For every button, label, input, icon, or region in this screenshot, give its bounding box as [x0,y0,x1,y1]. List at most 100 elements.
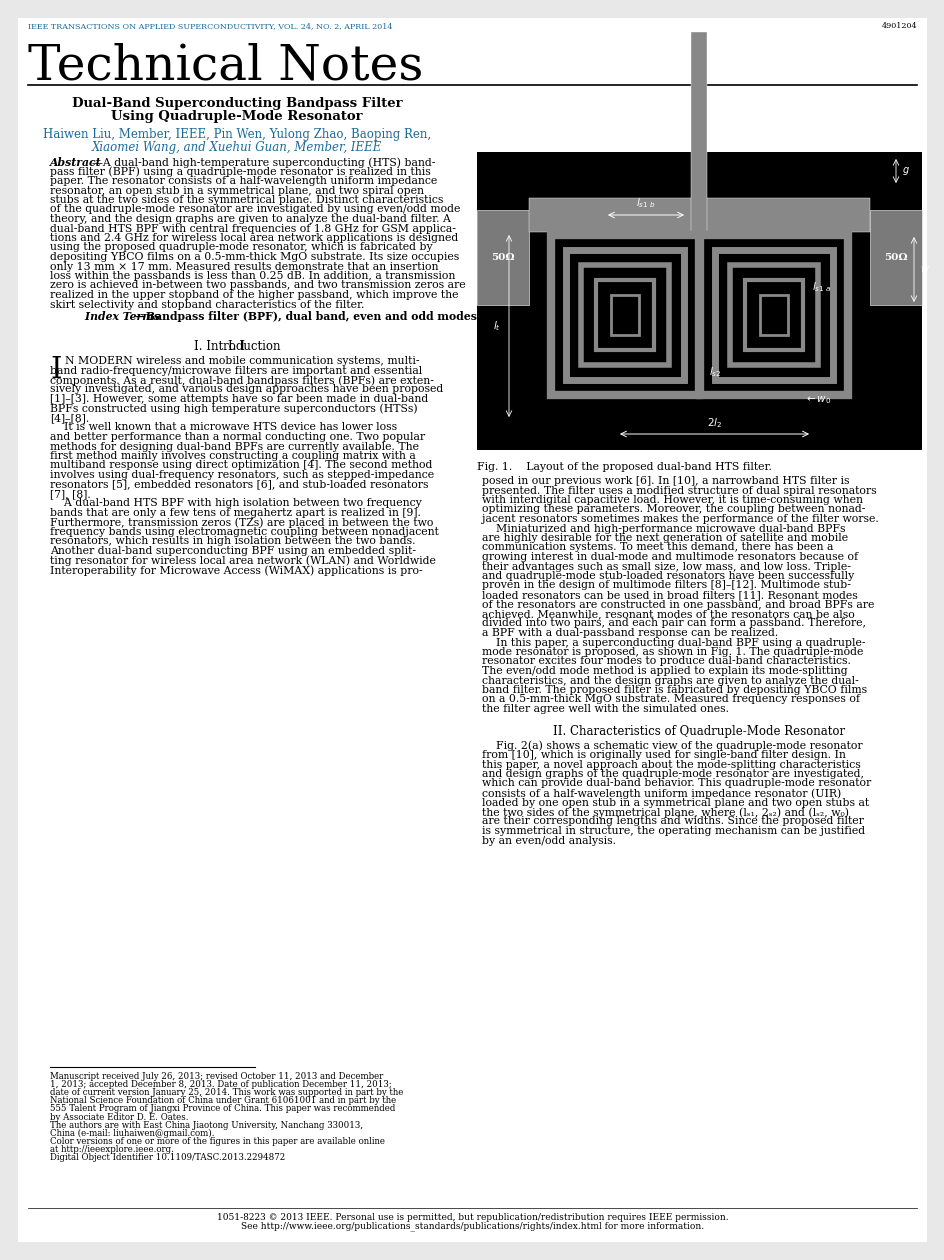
Text: BPFs constructed using high temperature superconductors (HTSs): BPFs constructed using high temperature … [50,403,417,415]
Text: are their corresponding lengths and widths. Since the proposed filter: are their corresponding lengths and widt… [481,816,863,827]
Text: stubs at the two sides of the symmetrical plane. Distinct characteristics: stubs at the two sides of the symmetrica… [50,195,443,205]
Text: 4901204: 4901204 [881,21,916,30]
Text: is symmetrical in structure, the operating mechanism can be justified: is symmetrical in structure, the operati… [481,827,864,835]
Text: [4]–[8].: [4]–[8]. [50,413,89,423]
Text: Abstract: Abstract [50,158,102,168]
Text: presented. The filter uses a modified structure of dual spiral resonators: presented. The filter uses a modified st… [481,485,876,495]
Text: date of current version January 25, 2014. This work was supported in part by the: date of current version January 25, 2014… [50,1089,403,1097]
Text: bands that are only a few tens of megahertz apart is realized in [9].: bands that are only a few tens of megahe… [50,508,420,518]
Text: resonator, an open stub in a symmetrical plane, and two spiral open: resonator, an open stub in a symmetrical… [50,185,424,195]
Bar [759,295,787,335]
Text: IEEE TRANSACTIONS ON APPLIED SUPERCONDUCTIVITY, VOL. 24, NO. 2, APRIL 2014: IEEE TRANSACTIONS ON APPLIED SUPERCONDUC… [28,21,392,30]
Text: resonator excites four modes to produce dual-band characteristics.: resonator excites four modes to produce … [481,656,850,667]
Text: China (e-mail: liuhaiwen@gmail.com).: China (e-mail: liuhaiwen@gmail.com). [50,1129,214,1138]
Text: consists of a half-wavelength uniform impedance resonator (UIR): consists of a half-wavelength uniform im… [481,788,840,799]
Text: band filter. The proposed filter is fabricated by depositing YBCO films: band filter. The proposed filter is fabr… [481,685,867,696]
Text: mode resonator is proposed, as shown in Fig. 1. The quadruple-mode: mode resonator is proposed, as shown in … [481,646,863,656]
Text: I: I [50,357,61,384]
Text: depositing YBCO films on a 0.5-mm-thick MgO substrate. Its size occupies: depositing YBCO films on a 0.5-mm-thick … [50,252,459,262]
Text: $w$: $w$ [919,265,929,273]
Text: Digital Object Identifier 10.1109/TASC.2013.2294872: Digital Object Identifier 10.1109/TASC.2… [50,1153,285,1162]
Text: which can provide dual-band behavior. This quadruple-mode resonator: which can provide dual-band behavior. Th… [481,779,870,789]
Text: of the quadruple-mode resonator are investigated by using even/odd mode: of the quadruple-mode resonator are inve… [50,204,460,214]
Text: posed in our previous work [6]. In [10], a narrowband HTS filter is: posed in our previous work [6]. In [10],… [481,476,849,486]
Text: See http://www.ieee.org/publications_standards/publications/rights/index.html fo: See http://www.ieee.org/publications_sta… [241,1221,703,1231]
Text: by Associate Editor D. E. Oates.: by Associate Editor D. E. Oates. [50,1113,188,1121]
Bar [715,249,832,381]
Bar [611,295,638,335]
Bar [529,198,869,232]
Text: [1]–[3]. However, some attempts have so far been made in dual-band: [1]–[3]. However, some attempts have so … [50,394,428,404]
Text: [7], [8].: [7], [8]. [50,489,91,499]
Text: are highly desirable for the next generation of satellite and mobile: are highly desirable for the next genera… [481,533,847,543]
Text: a BPF with a dual-passband response can be realized.: a BPF with a dual-passband response can … [481,627,778,638]
Text: on a 0.5-mm-thick MgO substrate. Measured frequency responses of: on a 0.5-mm-thick MgO substrate. Measure… [481,694,859,704]
Text: Another dual-band superconducting BPF using an embedded split-: Another dual-band superconducting BPF us… [50,546,415,556]
Text: and design graphs of the quadruple-mode resonator are investigated,: and design graphs of the quadruple-mode … [481,769,863,779]
Text: communication systems. To meet this demand, there has been a: communication systems. To meet this dema… [481,543,833,552]
Bar [700,236,847,394]
Bar [550,236,699,394]
Bar [690,32,706,232]
Text: loss within the passbands is less than 0.25 dB. In addition, a transmission: loss within the passbands is less than 0… [50,271,455,281]
Text: Index Terms: Index Terms [70,311,160,323]
Text: involves using dual-frequency resonators, such as stepped-impedance: involves using dual-frequency resonators… [50,470,433,480]
Text: first method mainly involves constructing a coupling matrix with a: first method mainly involves constructin… [50,451,415,461]
Text: frequency bands using electromagnetic coupling between nonadjacent: frequency bands using electromagnetic co… [50,527,438,537]
Text: this paper, a novel approach about the mode-splitting characteristics: this paper, a novel approach about the m… [481,760,860,770]
Text: $l_t$: $l_t$ [493,319,500,333]
Text: I. I: I. I [228,340,245,353]
Text: loaded by one open stub in a symmetrical plane and two open stubs at: loaded by one open stub in a symmetrical… [481,798,868,808]
Text: zero is achieved in-between two passbands, and two transmission zeros are: zero is achieved in-between two passband… [50,281,465,291]
Text: $\leftarrow w_0$: $\leftarrow w_0$ [803,394,831,406]
Text: 555 Talent Program of Jiangxi Province of China. This paper was recommended: 555 Talent Program of Jiangxi Province o… [50,1105,395,1114]
Text: from [10], which is originally used for single-band filter design. In: from [10], which is originally used for … [481,750,845,760]
Text: paper. The resonator consists of a half-wavelength uniform impedance: paper. The resonator consists of a half-… [50,176,437,186]
Text: The even/odd mode method is applied to explain its mode-splitting: The even/odd mode method is applied to e… [481,667,847,677]
Text: only 13 mm × 17 mm. Measured results demonstrate that an insertion: only 13 mm × 17 mm. Measured results dem… [50,262,438,271]
Text: resonators, which results in high isolation between the two bands.: resonators, which results in high isolat… [50,537,415,547]
Text: Using Quadruple-Mode Resonator: Using Quadruple-Mode Resonator [111,110,362,123]
Text: with interdigital capacitive load. However, it is time-consuming when: with interdigital capacitive load. Howev… [481,495,862,505]
Text: I. Introduction: I. Introduction [194,340,280,353]
Text: resonators [5], embedded resonators [6], and stub-loaded resonators: resonators [5], embedded resonators [6],… [50,480,428,489]
Text: Fig. 2(a) shows a schematic view of the quadruple-mode resonator: Fig. 2(a) shows a schematic view of the … [481,741,862,751]
Text: $2l_2$: $2l_2$ [706,416,721,430]
Text: 1, 2013; accepted December 8, 2013. Date of publication December 11, 2013;: 1, 2013; accepted December 8, 2013. Date… [50,1080,392,1089]
Bar [477,210,529,305]
Text: dual-band HTS BPF with central frequencies of 1.8 GHz for GSM applica-: dual-band HTS BPF with central frequenci… [50,223,455,233]
Text: $l_{s1\ a}$: $l_{s1\ a}$ [811,280,831,294]
Text: National Science Foundation of China under Grant 61061001 and in part by the: National Science Foundation of China und… [50,1096,396,1105]
Text: and quadruple-mode stub-loaded resonators have been successfully: and quadruple-mode stub-loaded resonator… [481,571,853,581]
Text: A dual-band HTS BPF with high isolation between two frequency: A dual-band HTS BPF with high isolation … [50,499,421,509]
Text: skirt selectivity and stopband characteristics of the filter.: skirt selectivity and stopband character… [50,300,364,310]
Text: components. As a result, dual-band bandpass filters (BPFs) are exten-: components. As a result, dual-band bandp… [50,375,433,386]
Text: achieved. Meanwhile, resonant modes of the resonators can be also: achieved. Meanwhile, resonant modes of t… [481,609,853,619]
Text: band radio-frequency/microwave filters are important and essential: band radio-frequency/microwave filters a… [50,365,422,375]
Text: the two sides of the symmetrical plane, where (lₛ₁, 2ₛ₂) and (lₛ₂, w₀): the two sides of the symmetrical plane, … [481,806,848,818]
Text: The authors are with East China Jiaotong University, Nanchang 330013,: The authors are with East China Jiaotong… [50,1120,362,1130]
Text: divided into two pairs, and each pair can form a passband. Therefore,: divided into two pairs, and each pair ca… [481,619,865,629]
Text: their advantages such as small size, low mass, and low loss. Triple-: their advantages such as small size, low… [481,562,850,572]
Text: 50Ω: 50Ω [884,253,907,262]
Bar [581,265,668,365]
Text: Fig. 1.    Layout of the proposed dual-band HTS filter.: Fig. 1. Layout of the proposed dual-band… [477,462,771,472]
Bar [729,265,818,365]
Text: 50Ω: 50Ω [491,253,514,262]
Text: II. Characteristics of Quadruple-Mode Resonator: II. Characteristics of Quadruple-Mode Re… [553,726,845,738]
Text: at http://ieeexplore.ieee.org.: at http://ieeexplore.ieee.org. [50,1145,174,1154]
Text: —A dual-band high-temperature superconducting (HTS) band-: —A dual-band high-temperature supercondu… [92,158,435,168]
Text: N MODERN wireless and mobile communication systems, multi-: N MODERN wireless and mobile communicati… [65,357,419,365]
Bar [596,280,653,350]
Text: and better performance than a normal conducting one. Two popular: and better performance than a normal con… [50,432,425,442]
Text: Color versions of one or more of the figures in this paper are available online: Color versions of one or more of the fig… [50,1137,384,1145]
Text: Haiwen Liu, Member, IEEE, Pin Wen, Yulong Zhao, Baoping Ren,: Haiwen Liu, Member, IEEE, Pin Wen, Yulon… [42,129,430,141]
Text: Technical Notes: Technical Notes [28,42,423,89]
Bar [744,280,802,350]
Text: optimizing these parameters. Moreover, the coupling between nonad-: optimizing these parameters. Moreover, t… [481,504,865,514]
Text: characteristics, and the design graphs are given to analyze the dual-: characteristics, and the design graphs a… [481,675,858,685]
Text: using the proposed quadruple-mode resonator, which is fabricated by: using the proposed quadruple-mode resona… [50,242,432,252]
Bar [477,152,921,450]
Text: Dual-Band Superconducting Bandpass Filter: Dual-Band Superconducting Bandpass Filte… [72,97,402,110]
Text: growing interest in dual-mode and multimode resonators because of: growing interest in dual-mode and multim… [481,552,857,562]
